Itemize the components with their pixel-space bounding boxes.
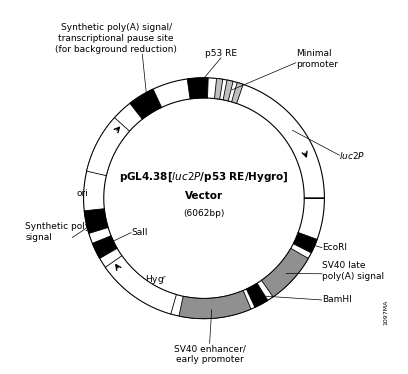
- Polygon shape: [84, 78, 324, 319]
- Text: $\mathbf{pGL4.38[}$$\mathbf{\it{luc2P}}$$\mathbf{/p53\ RE/Hygro]}$: $\mathbf{pGL4.38[}$$\mathbf{\it{luc2P}}$…: [119, 171, 289, 184]
- Text: ori: ori: [76, 189, 88, 198]
- Text: (for background reduction): (for background reduction): [55, 45, 177, 54]
- Text: Hyg$^r$: Hyg$^r$: [145, 273, 168, 286]
- Polygon shape: [130, 89, 162, 119]
- Text: transcriptional pause site: transcriptional pause site: [58, 34, 174, 43]
- Text: Synthetic poly(A): Synthetic poly(A): [25, 222, 104, 231]
- Text: SV40 enhancer/: SV40 enhancer/: [174, 345, 246, 354]
- Polygon shape: [179, 291, 251, 319]
- Polygon shape: [187, 78, 208, 99]
- Text: SalI: SalI: [131, 228, 148, 237]
- Text: EcoRI: EcoRI: [322, 243, 347, 252]
- Polygon shape: [105, 256, 176, 314]
- Text: (6062bp): (6062bp): [183, 209, 225, 218]
- Text: promoter: promoter: [296, 60, 338, 69]
- Polygon shape: [92, 236, 117, 258]
- Text: p53 RE: p53 RE: [205, 49, 237, 58]
- Text: Amp$^r$: Amp$^r$: [106, 129, 131, 142]
- Text: early promoter: early promoter: [176, 355, 244, 364]
- Polygon shape: [262, 248, 308, 297]
- Text: poly(A) signal: poly(A) signal: [322, 272, 384, 281]
- Text: Synthetic poly(A) signal/: Synthetic poly(A) signal/: [60, 23, 172, 32]
- Text: Minimal: Minimal: [296, 49, 331, 58]
- Polygon shape: [223, 80, 233, 101]
- Polygon shape: [246, 283, 268, 307]
- Polygon shape: [215, 79, 223, 99]
- Text: Vector: Vector: [185, 191, 223, 201]
- Polygon shape: [232, 82, 243, 104]
- Text: SV40 late: SV40 late: [322, 261, 365, 270]
- Text: $\it{luc2P}$: $\it{luc2P}$: [339, 150, 366, 161]
- Text: 1097MA: 1097MA: [384, 300, 388, 325]
- Text: signal: signal: [25, 233, 52, 242]
- Polygon shape: [293, 233, 317, 253]
- Text: BamHI: BamHI: [322, 295, 352, 304]
- Polygon shape: [84, 209, 108, 233]
- Polygon shape: [86, 118, 129, 176]
